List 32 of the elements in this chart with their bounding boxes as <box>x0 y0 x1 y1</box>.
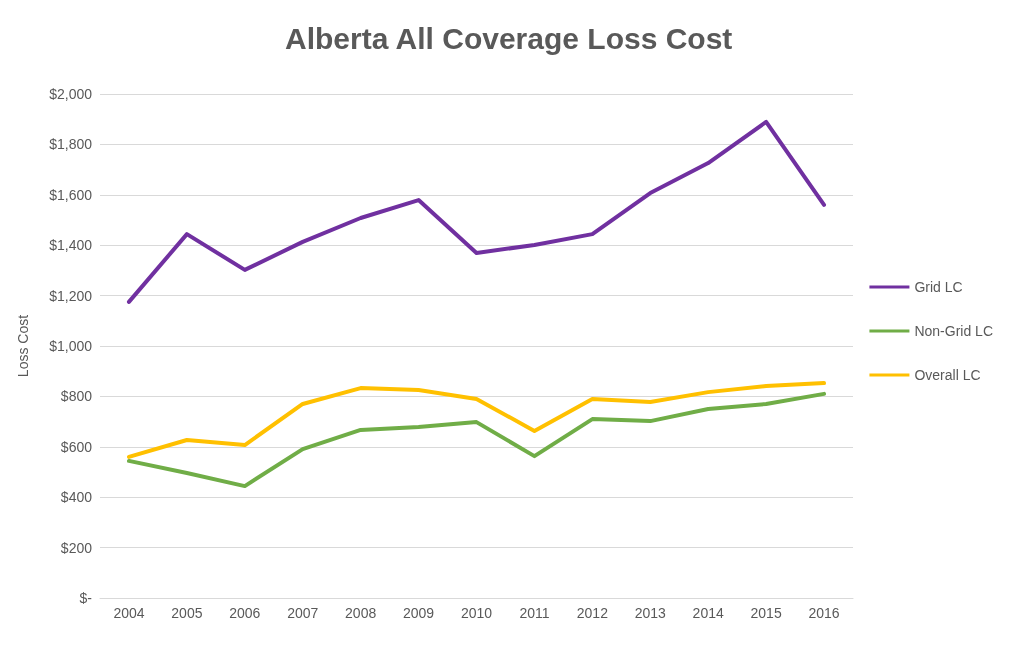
y-tick-label: $1,400 <box>49 237 93 254</box>
y-tick-label: $1,000 <box>49 338 93 354</box>
legend-label: Grid LC <box>914 279 963 295</box>
y-tick-label: $800 <box>60 388 93 405</box>
legend-label: Non-Grid LC <box>914 323 994 339</box>
x-tick-label: 2007 <box>287 605 319 621</box>
x-tick-label: 2005 <box>171 605 203 621</box>
line-series <box>126 391 827 489</box>
legend-label: Overall LC <box>914 367 981 383</box>
y-tick-label: $200 <box>60 539 93 556</box>
x-tick-label: 2012 <box>576 605 609 621</box>
y-tick-label: $2,000 <box>49 86 93 102</box>
line-series <box>126 119 827 304</box>
y-tick-label: $600 <box>60 438 93 455</box>
x-tick-label: 2015 <box>750 605 782 621</box>
x-tick-label: 2004 <box>113 605 145 621</box>
x-tick-label: 2014 <box>692 605 724 621</box>
x-tick-label: 2016 <box>808 605 840 621</box>
y-tick-label: $400 <box>60 489 93 506</box>
y-tick-label: $1,600 <box>49 186 93 203</box>
chart-title: Alberta All Coverage Loss Cost <box>285 21 733 55</box>
x-tick-label: 2006 <box>229 605 261 621</box>
x-tick-label: 2011 <box>519 605 550 621</box>
y-tick-label: $1,200 <box>49 287 93 304</box>
x-tick-label: 2008 <box>345 605 377 621</box>
x-tick-label: 2013 <box>634 605 667 621</box>
x-tick-label: 2009 <box>403 605 435 621</box>
y-tick-label: $1,800 <box>49 136 93 153</box>
y-tick-label: $- <box>79 590 93 606</box>
y-axis-title: Loss Cost <box>15 314 31 378</box>
line-series <box>126 381 827 459</box>
x-tick-label: 2010 <box>460 605 493 621</box>
